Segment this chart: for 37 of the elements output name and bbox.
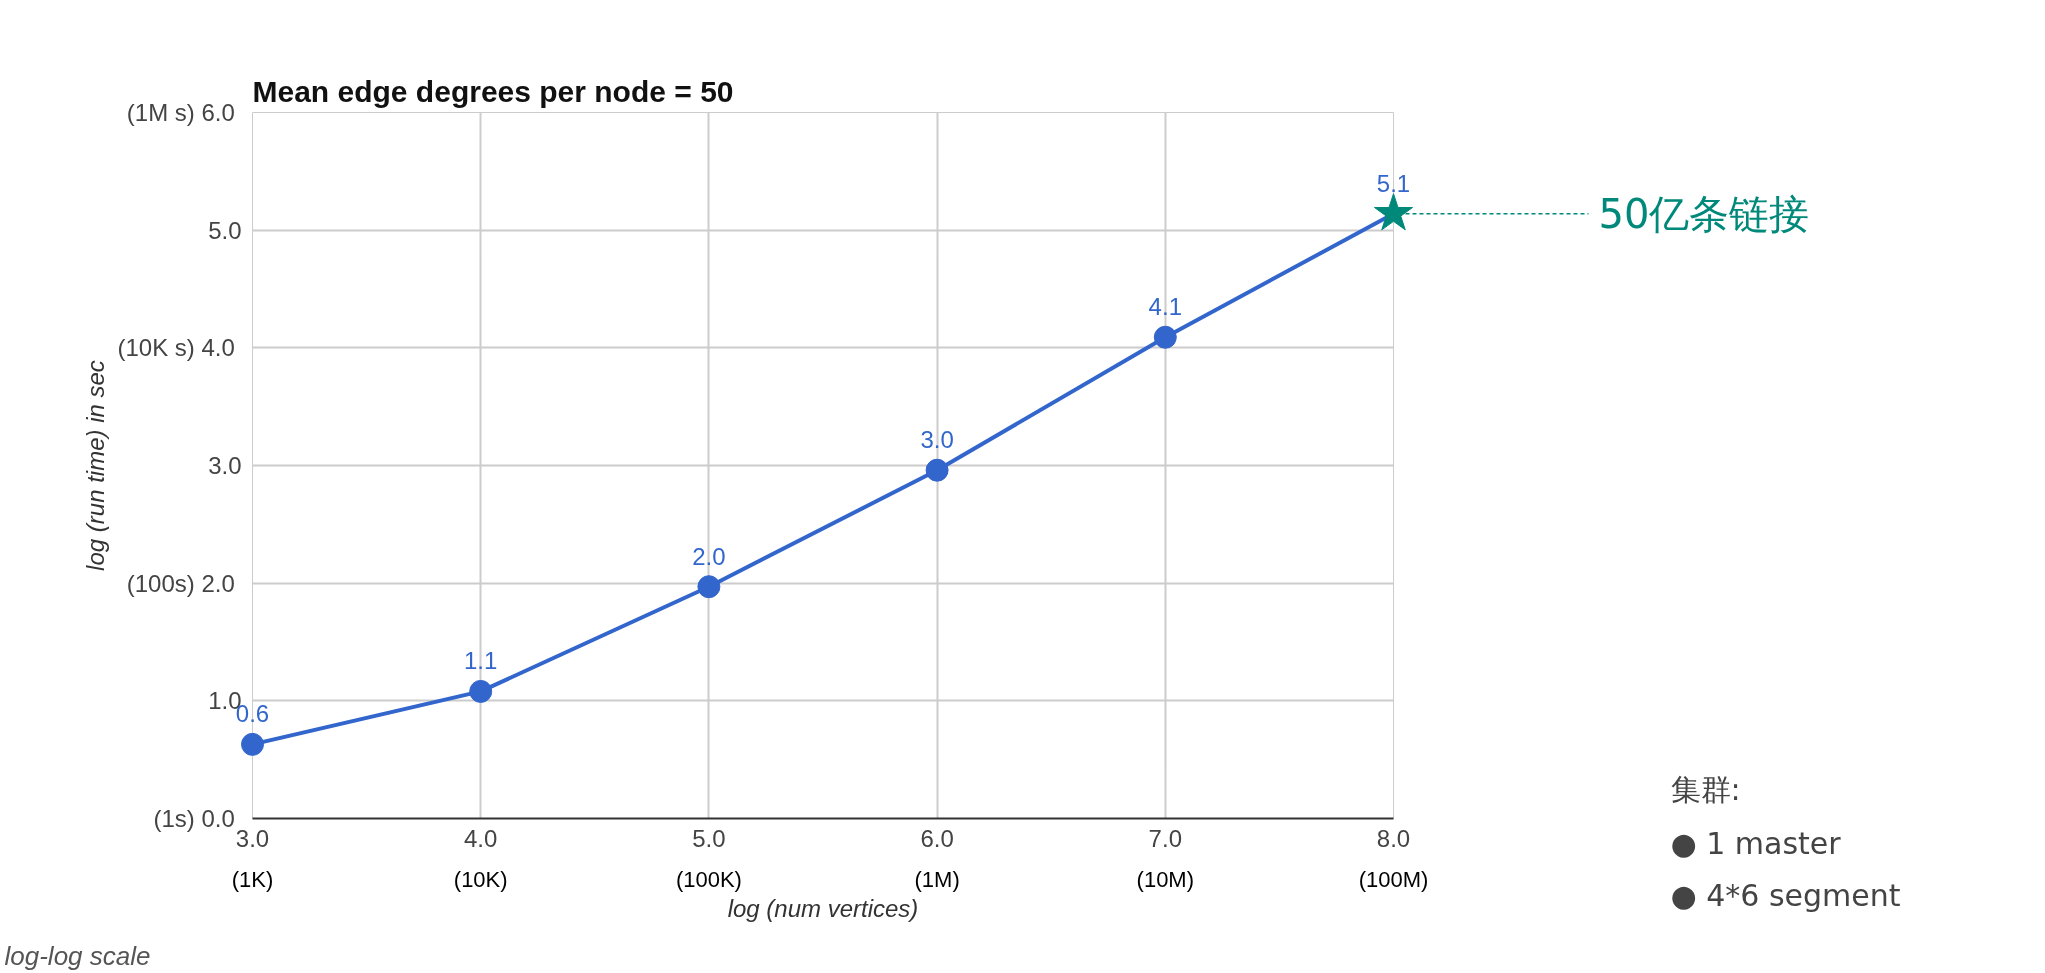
text: 50亿条链接 (1598, 190, 1810, 237)
data-label: 4.1 (1148, 293, 1182, 321)
text: (10M) (1136, 866, 1195, 892)
text: (1K) (231, 866, 274, 892)
text: (100M) (1358, 866, 1429, 892)
x-tick-label: 5.0 (692, 824, 726, 852)
text: (1M) (914, 866, 960, 892)
y-tick-label: 3.0 (208, 452, 242, 479)
y-tick-label: (100s) 2.0 (126, 569, 235, 597)
data-label: 2.0 (692, 542, 726, 570)
text: (100K) (675, 866, 742, 892)
x-tick-label: 6.0 (920, 824, 954, 852)
text: 集群: (1670, 772, 1741, 807)
y-tick-label: (1s) 0.0 (153, 805, 235, 832)
point (697, 575, 721, 599)
x-axis-title: log (num vertices) (727, 894, 919, 922)
x-tick-label: 8.0 (1376, 824, 1411, 852)
point (1153, 325, 1177, 349)
point (1373, 193, 1414, 231)
x-tick-label: 4.0 (464, 824, 498, 852)
data-label: 1.1 (464, 647, 498, 675)
x-tick-label: 7.0 (1148, 824, 1182, 852)
data-label: 5.1 (1376, 169, 1411, 197)
text: log-log scale (4, 940, 151, 971)
y-tick-label: 5.0 (208, 216, 242, 244)
chart-title: Mean edge degrees per node = 50 (252, 74, 734, 108)
point (925, 458, 949, 482)
y-tick-label: (10K s) 4.0 (117, 334, 235, 362)
y-axis-title: log (run time) in sec (82, 360, 110, 571)
y-tick-label: (1M s) 6.0 (126, 99, 235, 126)
text: ● 1 master (1670, 826, 1842, 861)
data-label: 3.0 (920, 426, 954, 454)
text: (10K) (453, 866, 508, 892)
point (469, 679, 493, 703)
x-tick-label: 3.0 (235, 824, 270, 852)
text: ● 4*6 segment (1670, 878, 1901, 913)
point (241, 732, 264, 756)
